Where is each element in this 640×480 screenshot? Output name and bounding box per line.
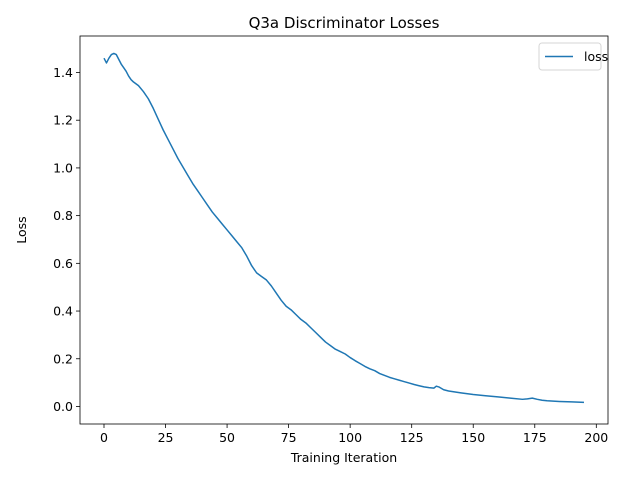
plot-frame xyxy=(79,35,609,425)
series-line-loss xyxy=(103,52,585,404)
x-tick-label: 175 xyxy=(523,430,547,445)
series-layer xyxy=(103,52,585,404)
plot-area xyxy=(79,35,609,425)
legend: loss xyxy=(538,42,608,71)
chart-title: Q3a Discriminator Losses xyxy=(249,14,440,32)
x-tick-label: 75 xyxy=(281,430,297,445)
y-tick-label: 0.0 xyxy=(53,399,73,414)
y-tick-label: 1.2 xyxy=(53,113,73,128)
x-tick-label: 125 xyxy=(400,430,424,445)
x-tick-label: 150 xyxy=(461,430,485,445)
y-tick-label: 0.2 xyxy=(53,351,73,366)
x-axis: 0 25 50 75 100 125 150 175 200 xyxy=(100,424,608,445)
x-tick-label: 50 xyxy=(219,430,235,445)
x-tick-label: 200 xyxy=(584,430,608,445)
y-tick-label: 1.0 xyxy=(53,160,73,175)
y-tick-label: 0.8 xyxy=(53,208,73,223)
x-tick-label: 25 xyxy=(158,430,174,445)
x-axis-title: Training Iteration xyxy=(290,450,397,465)
y-axis: 0.0 0.2 0.4 0.6 0.8 1.0 1.2 1.4 xyxy=(53,65,80,414)
y-tick-label: 0.6 xyxy=(53,256,73,271)
y-tick-label: 0.4 xyxy=(53,304,73,319)
y-axis-title: Loss xyxy=(14,216,29,243)
x-tick-label: 0 xyxy=(100,430,108,445)
y-tick-label: 1.4 xyxy=(53,65,73,80)
legend-label-loss: loss xyxy=(584,49,608,64)
x-tick-label: 100 xyxy=(338,430,362,445)
